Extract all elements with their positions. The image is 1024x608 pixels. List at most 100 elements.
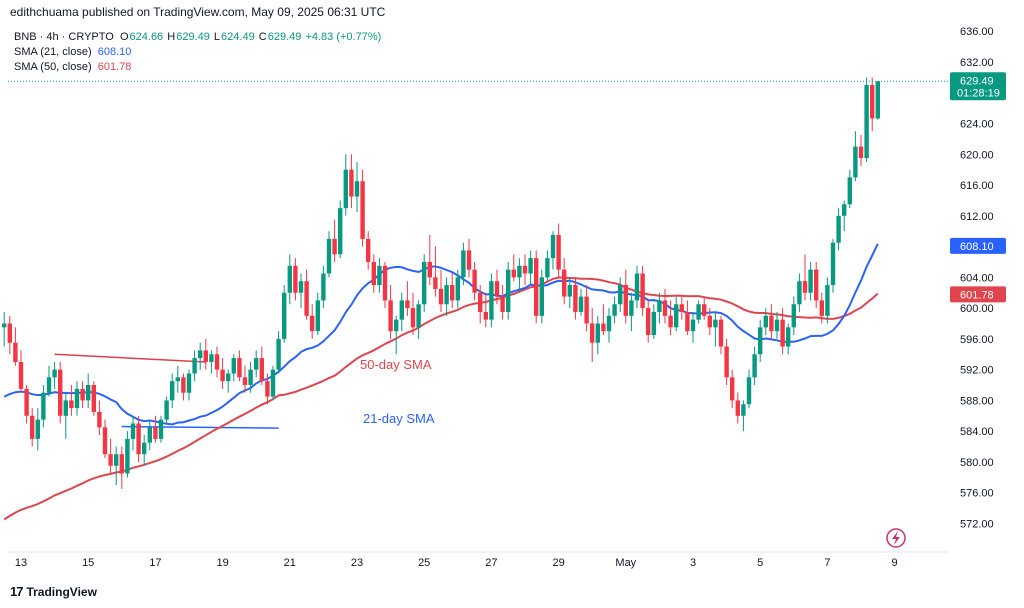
candle-body[interactable] <box>175 377 180 382</box>
candle-body[interactable] <box>685 311 690 332</box>
candle-body[interactable] <box>30 415 35 439</box>
candle-body[interactable] <box>651 311 656 336</box>
candle-body[interactable] <box>870 85 875 119</box>
candle-body[interactable] <box>382 265 388 301</box>
candle-body[interactable] <box>332 238 337 255</box>
candle-body[interactable] <box>858 146 864 159</box>
candle-body[interactable] <box>293 265 298 293</box>
candle-body[interactable] <box>282 292 287 339</box>
candle-body[interactable] <box>752 354 757 378</box>
legend-sma50-row[interactable]: SMA (50, close) 601.78 <box>14 60 382 75</box>
candle-body[interactable] <box>478 292 483 312</box>
candle-body[interactable] <box>265 381 270 397</box>
candle-body[interactable] <box>702 304 707 316</box>
candle-body[interactable] <box>634 273 640 301</box>
candle-body[interactable] <box>758 327 763 355</box>
candle-body[interactable] <box>618 285 623 305</box>
candle-body[interactable] <box>86 385 91 401</box>
candle-body[interactable] <box>130 423 136 439</box>
candle-body[interactable] <box>646 308 651 336</box>
candle-body[interactable] <box>276 338 281 370</box>
candle-body[interactable] <box>506 269 511 312</box>
candle-body[interactable] <box>422 261 427 305</box>
candle-body[interactable] <box>780 319 785 347</box>
candle-body[interactable] <box>438 288 444 305</box>
candle-body[interactable] <box>461 250 466 278</box>
candle-body[interactable] <box>629 300 634 316</box>
candle-body[interactable] <box>321 273 326 301</box>
candle-body[interactable] <box>69 400 74 409</box>
candle-body[interactable] <box>102 427 108 455</box>
candle-body[interactable] <box>797 281 802 305</box>
candle-body[interactable] <box>472 269 477 293</box>
candle-body[interactable] <box>254 358 259 370</box>
candle-body[interactable] <box>522 265 528 274</box>
candle-body[interactable] <box>864 85 869 159</box>
candle-body[interactable] <box>360 181 365 239</box>
candle-body[interactable] <box>450 285 455 301</box>
candle-body[interactable] <box>304 281 309 316</box>
candle-body[interactable] <box>612 304 617 316</box>
candle-body[interactable] <box>326 238 332 274</box>
candle-body[interactable] <box>310 315 315 332</box>
candle-body[interactable] <box>399 300 404 320</box>
candle-body[interactable] <box>842 204 847 216</box>
candle-body[interactable] <box>158 419 164 439</box>
candle-body[interactable] <box>679 304 684 312</box>
candle-body[interactable] <box>623 285 628 316</box>
candle-body[interactable] <box>119 454 124 474</box>
candle-body[interactable] <box>108 454 113 466</box>
candle-body[interactable] <box>58 369 63 416</box>
candle-body[interactable] <box>13 342 18 362</box>
candle-body[interactable] <box>164 400 169 420</box>
current-price-tag[interactable] <box>950 72 1006 101</box>
candle-body[interactable] <box>186 373 192 393</box>
candle-body[interactable] <box>226 373 231 382</box>
candle-body[interactable] <box>808 269 813 293</box>
candle-body[interactable] <box>147 427 152 443</box>
candle-body[interactable] <box>606 315 612 332</box>
sma50-line[interactable] <box>3 276 879 521</box>
candle-body[interactable] <box>511 269 516 278</box>
candle-body[interactable] <box>315 300 320 332</box>
candle-body[interactable] <box>567 285 572 297</box>
candle-body[interactable] <box>584 296 589 324</box>
candle-body[interactable] <box>741 404 746 416</box>
candle-body[interactable] <box>444 285 449 305</box>
candle-body[interactable] <box>394 319 399 332</box>
candle-body[interactable] <box>696 304 701 320</box>
candle-body[interactable] <box>74 388 80 409</box>
candle-body[interactable] <box>539 277 544 316</box>
trendline-support[interactable] <box>121 425 279 429</box>
candle-body[interactable] <box>91 385 96 412</box>
candle-body[interactable] <box>114 454 119 466</box>
candle-body[interactable] <box>847 177 852 205</box>
candle-body[interactable] <box>573 285 578 312</box>
candle-body[interactable] <box>35 419 40 439</box>
candle-body[interactable] <box>338 208 343 255</box>
candle-body[interactable] <box>248 369 253 386</box>
candle-body[interactable] <box>517 265 522 278</box>
candle-body[interactable] <box>242 377 248 386</box>
candle-body[interactable] <box>354 181 360 197</box>
candle-body[interactable] <box>388 300 393 332</box>
candle-body[interactable] <box>125 438 130 474</box>
candle-body[interactable] <box>640 273 645 309</box>
candle-body[interactable] <box>455 277 460 301</box>
candle-body[interactable] <box>366 238 371 262</box>
candle-body[interactable] <box>735 400 740 416</box>
candle-body[interactable] <box>724 346 729 378</box>
candle-body[interactable] <box>769 315 774 332</box>
candle-body[interactable] <box>416 304 421 328</box>
candle-body[interactable] <box>713 319 718 328</box>
candle-body[interactable] <box>528 258 533 274</box>
candle-body[interactable] <box>41 392 46 420</box>
candle-body[interactable] <box>853 146 858 178</box>
candle-body[interactable] <box>590 323 595 343</box>
candle-body[interactable] <box>875 81 880 119</box>
candle-body[interactable] <box>343 169 348 209</box>
candle-body[interactable] <box>707 315 712 328</box>
candle-body[interactable] <box>802 281 808 293</box>
candle-body[interactable] <box>690 319 696 332</box>
